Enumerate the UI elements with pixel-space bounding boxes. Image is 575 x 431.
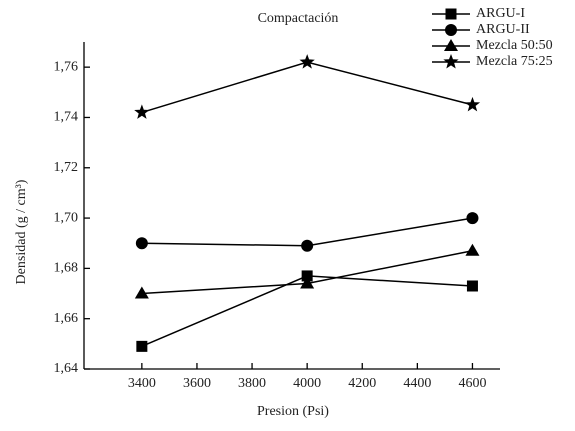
x-tick-label: 3800 (238, 376, 266, 391)
y-tick-label: 1,74 (54, 110, 79, 125)
marker (299, 54, 315, 69)
x-tick-label: 3600 (183, 376, 211, 391)
legend-label: Mezcla 75:25 (476, 54, 553, 69)
x-tick-label: 4000 (293, 376, 321, 391)
legend-marker (443, 54, 459, 69)
y-tick-label: 1,70 (54, 210, 79, 225)
legend-marker (445, 8, 457, 20)
y-axis-label: Densidad (g / cm³) (14, 179, 29, 284)
legend-marker (445, 24, 457, 36)
marker (464, 96, 481, 112)
legend-label: ARGU-I (476, 6, 525, 21)
marker (301, 239, 314, 252)
marker (300, 276, 315, 289)
series-line (141, 61, 473, 114)
y-tick-label: 1,76 (54, 59, 79, 74)
y-tick-label: 1,64 (54, 361, 79, 376)
x-tick-label: 3400 (128, 376, 156, 391)
y-tick-label: 1,66 (54, 311, 79, 326)
marker (466, 280, 478, 292)
legend-marker (444, 39, 458, 51)
x-tick-label: 4200 (348, 376, 376, 391)
marker (134, 104, 150, 119)
x-tick-label: 4600 (458, 376, 486, 391)
chart-title: Compactación (258, 11, 339, 26)
y-tick-label: 1,68 (54, 261, 79, 276)
marker (134, 286, 149, 299)
marker (466, 212, 479, 225)
marker (135, 237, 148, 250)
x-axis-label: Presion (Psi) (257, 404, 329, 419)
legend-label: Mezcla 50:50 (476, 38, 553, 53)
marker (301, 270, 313, 282)
x-tick-label: 4400 (403, 376, 431, 391)
marker (465, 243, 480, 256)
marker (136, 340, 148, 352)
y-tick-label: 1,72 (54, 160, 79, 175)
legend-label: ARGU-II (476, 22, 530, 37)
